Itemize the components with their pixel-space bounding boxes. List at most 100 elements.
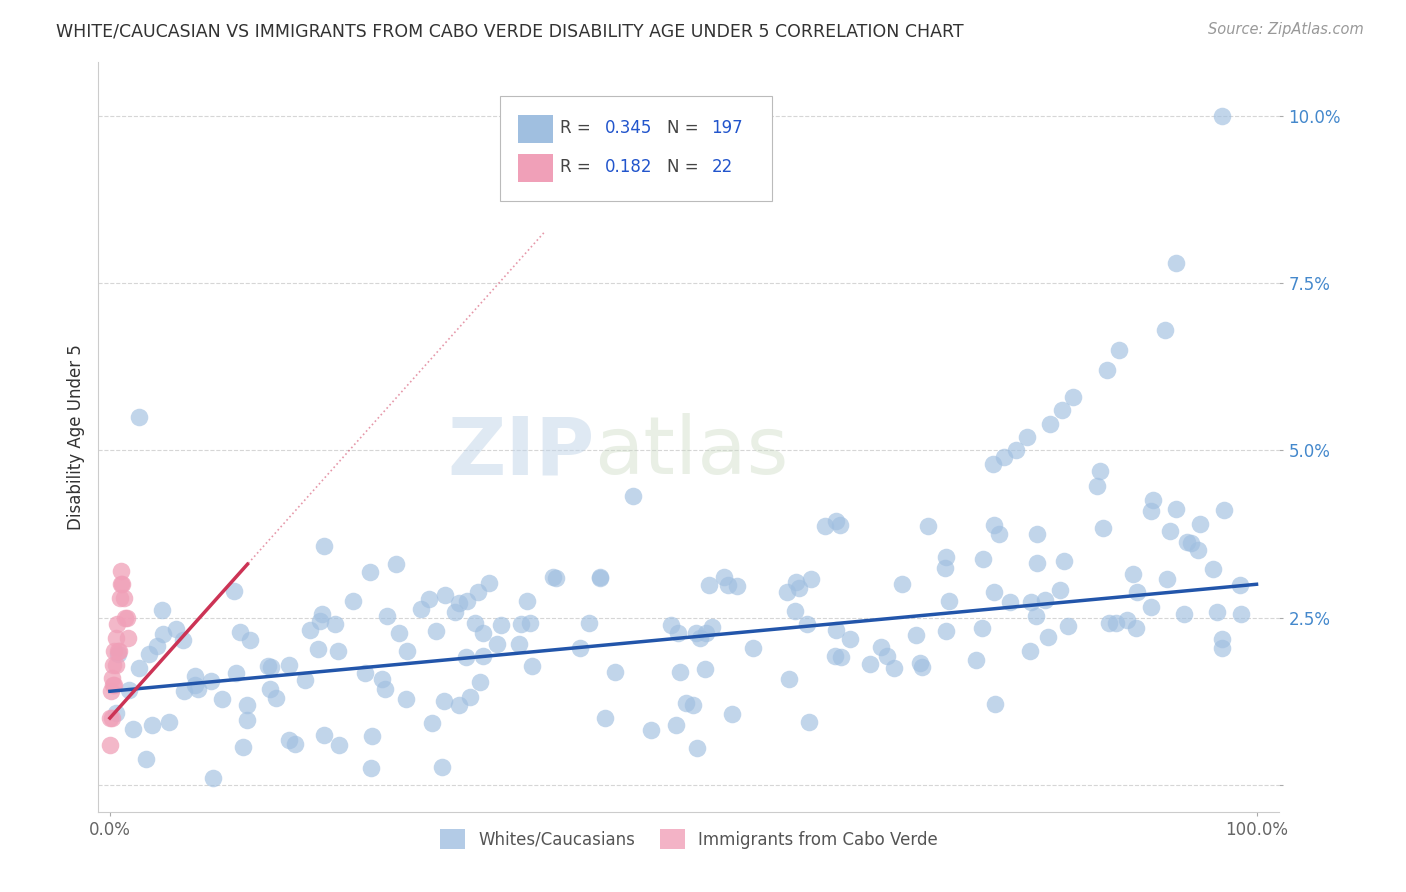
Point xyxy=(825,624,848,638)
Point xyxy=(307,642,329,657)
Point xyxy=(294,673,316,688)
Point xyxy=(115,610,138,624)
Point xyxy=(371,672,394,686)
Point xyxy=(1211,640,1233,655)
Text: N =: N = xyxy=(666,159,703,177)
Point xyxy=(360,761,382,775)
Point xyxy=(917,519,939,533)
Point xyxy=(145,639,167,653)
Text: 0.182: 0.182 xyxy=(605,159,652,177)
Point xyxy=(425,624,447,639)
Point xyxy=(1213,502,1236,516)
Point xyxy=(725,579,748,593)
Point xyxy=(395,692,418,706)
Point xyxy=(1230,607,1253,622)
Point xyxy=(1088,464,1111,478)
Point xyxy=(1156,572,1178,586)
Point xyxy=(110,577,132,591)
Point xyxy=(1180,536,1202,550)
Point xyxy=(987,527,1010,541)
Point xyxy=(108,591,131,605)
Point xyxy=(430,760,453,774)
Point xyxy=(326,644,349,658)
Point xyxy=(184,678,207,692)
Y-axis label: Disability Age Under 5: Disability Age Under 5 xyxy=(66,344,84,530)
Point xyxy=(108,644,131,658)
Point xyxy=(101,711,124,725)
Text: WHITE/CAUCASIAN VS IMMIGRANTS FROM CABO VERDE DISABILITY AGE UNDER 5 CORRELATION: WHITE/CAUCASIAN VS IMMIGRANTS FROM CABO … xyxy=(56,22,965,40)
Point xyxy=(838,632,860,646)
Point xyxy=(256,658,278,673)
Text: atlas: atlas xyxy=(595,413,789,491)
Point xyxy=(911,659,934,673)
Point xyxy=(353,666,375,681)
Point xyxy=(141,718,163,732)
FancyBboxPatch shape xyxy=(517,115,553,144)
Point xyxy=(1033,592,1056,607)
Point xyxy=(830,649,852,664)
Point xyxy=(128,410,150,425)
Point xyxy=(259,682,281,697)
Point xyxy=(172,633,194,648)
Text: 0.345: 0.345 xyxy=(605,119,652,136)
Point xyxy=(1122,567,1144,582)
Point xyxy=(103,657,125,672)
Point xyxy=(686,741,709,756)
Point xyxy=(202,771,225,785)
Point xyxy=(110,564,132,578)
Point xyxy=(697,578,720,592)
Point xyxy=(128,661,150,675)
Point xyxy=(983,518,1005,533)
Point xyxy=(309,615,332,629)
Point xyxy=(103,644,125,658)
Point xyxy=(444,605,467,619)
Point xyxy=(593,711,616,725)
Point xyxy=(721,706,744,721)
Point xyxy=(508,637,530,651)
Text: Source: ZipAtlas.com: Source: ZipAtlas.com xyxy=(1208,22,1364,37)
Point xyxy=(1140,504,1163,518)
Point xyxy=(1211,109,1233,123)
Point xyxy=(200,673,222,688)
Point xyxy=(543,570,565,584)
Point xyxy=(111,577,134,591)
Point xyxy=(1056,619,1078,633)
Point xyxy=(1036,630,1059,644)
Point xyxy=(700,620,723,634)
Point xyxy=(489,618,512,632)
Point xyxy=(478,575,501,590)
Point xyxy=(1004,443,1026,458)
Point xyxy=(184,669,207,683)
Point xyxy=(277,658,299,673)
Point xyxy=(796,617,818,632)
Point xyxy=(544,572,567,586)
Point xyxy=(778,673,800,687)
Point xyxy=(433,694,456,708)
Point xyxy=(825,514,848,528)
Point xyxy=(1017,430,1039,444)
Point xyxy=(1188,517,1211,532)
Point xyxy=(828,517,851,532)
Point xyxy=(713,570,735,584)
Point xyxy=(1211,632,1233,646)
Point xyxy=(1206,605,1229,619)
Point xyxy=(101,671,124,685)
Text: 197: 197 xyxy=(711,119,742,136)
Point xyxy=(1097,363,1119,377)
Point xyxy=(232,739,254,754)
Point xyxy=(211,692,233,706)
Point xyxy=(150,602,173,616)
Point xyxy=(377,608,399,623)
Point xyxy=(1187,543,1209,558)
Point xyxy=(239,633,262,648)
Point xyxy=(972,621,994,635)
Point xyxy=(312,728,335,742)
Point xyxy=(824,649,846,664)
Point xyxy=(797,714,820,729)
Point xyxy=(984,698,1007,712)
Point xyxy=(665,717,688,731)
Point xyxy=(138,647,160,661)
Point xyxy=(1126,585,1149,599)
Point xyxy=(384,558,406,572)
Point xyxy=(813,519,835,533)
